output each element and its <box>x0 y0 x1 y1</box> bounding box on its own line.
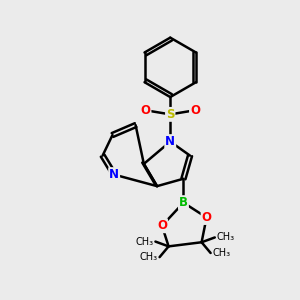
Text: O: O <box>190 104 200 117</box>
Text: CH₃: CH₃ <box>212 248 230 258</box>
Text: N: N <box>109 168 119 181</box>
Text: S: S <box>166 108 175 121</box>
Text: CH₃: CH₃ <box>216 232 235 242</box>
Text: CH₃: CH₃ <box>136 237 154 247</box>
Text: O: O <box>202 211 212 224</box>
Text: N: N <box>165 135 175 148</box>
Text: B: B <box>179 196 188 209</box>
Text: O: O <box>140 104 151 117</box>
Text: O: O <box>157 219 167 232</box>
Text: CH₃: CH₃ <box>140 252 158 262</box>
